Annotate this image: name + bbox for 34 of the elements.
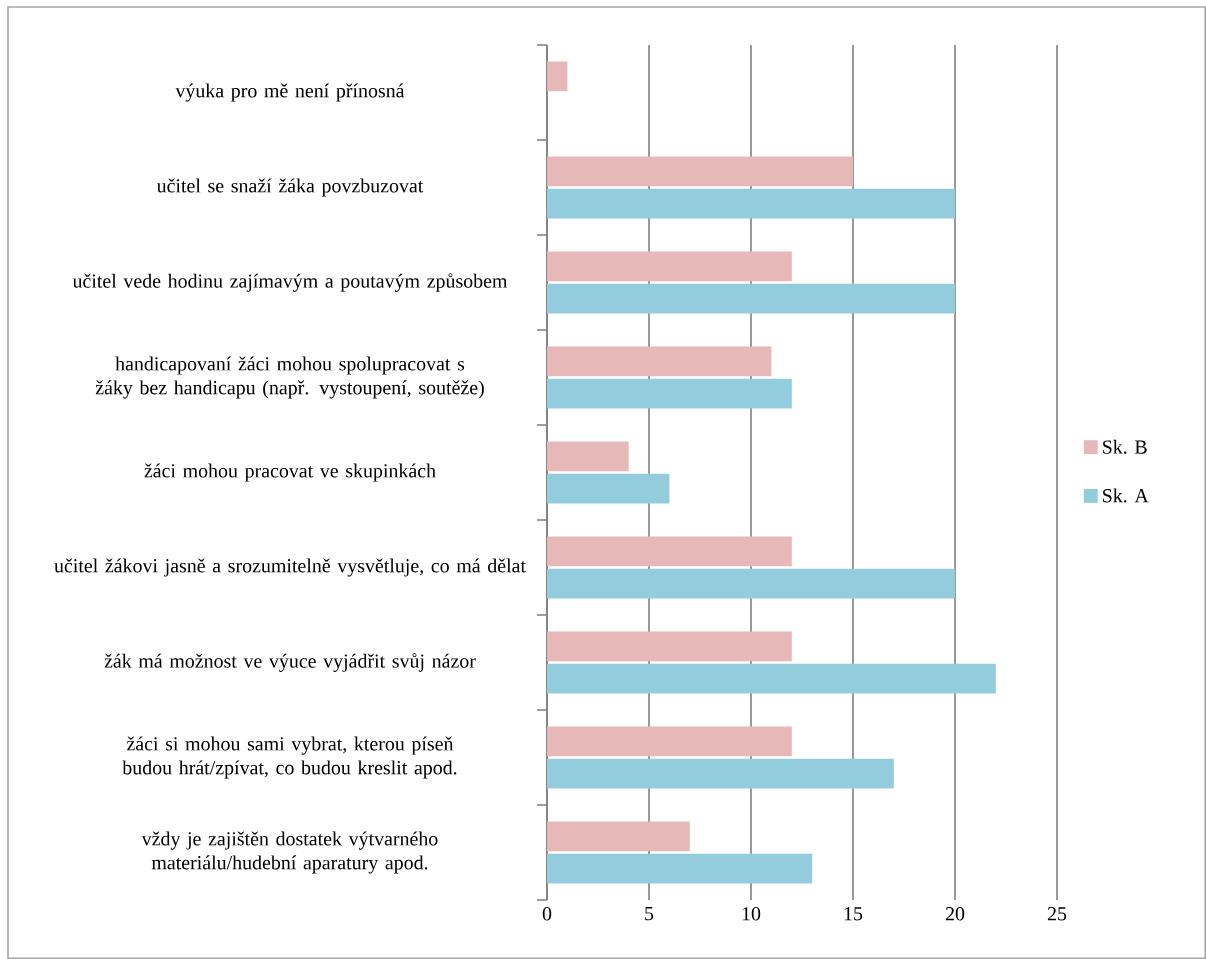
x-tick-label: 0: [542, 907, 552, 921]
bar: [547, 536, 792, 567]
bar: [547, 663, 996, 694]
bar: [547, 61, 568, 92]
y-tick-label: handicapovaní žáci mohou spolupracovat s žáky bez handicapu (např. vystoupení, soutěže): [95, 356, 484, 399]
bar: [547, 758, 894, 789]
bar: [547, 441, 629, 472]
bar: [547, 473, 670, 504]
y-tick-label: učitel vede hodinu zajímavým a poutavým způsobem: [72, 273, 508, 292]
bar: [547, 568, 956, 599]
x-tick-label: 10: [742, 907, 761, 921]
bar: [547, 821, 690, 852]
bar: [547, 251, 792, 282]
y-tick-label: žáci si mohou sami vybrat, kterou píseň budou hrát/zpívat, co budou kreslit apod.: [122, 736, 457, 779]
y-tick-label: učitel žákovi jasně a srozumitelně vysvětluje, co má dělat: [54, 558, 526, 577]
legend-label: Sk. B: [1103, 439, 1147, 454]
y-tick-label: vždy je zajištěn dostatek výtvarného materiálu/hudební aparatury apod.: [141, 831, 438, 874]
bar: [547, 188, 956, 219]
y-tick-label: učitel se snaží žáka povzbuzovat: [156, 178, 424, 197]
x-tick-label: 20: [945, 907, 965, 921]
bar: [547, 853, 813, 884]
bar: [547, 726, 792, 757]
y-tick-label: žák má možnost ve výuce vyjádřit svůj názor: [104, 653, 476, 672]
bar: [547, 346, 772, 377]
x-tick-label: 25: [1047, 907, 1067, 921]
x-tick-label: 5: [645, 907, 654, 921]
bar: [547, 631, 792, 662]
bar: [547, 378, 792, 409]
bar: [547, 156, 854, 187]
x-tick-label: 15: [844, 907, 863, 921]
legend-label: Sk. A: [1103, 488, 1149, 503]
bar: [547, 283, 956, 314]
y-tick-label: výuka pro mě není přínosná: [175, 83, 405, 102]
y-tick-label: žáci mohou pracovat ve skupinkách: [144, 463, 436, 482]
